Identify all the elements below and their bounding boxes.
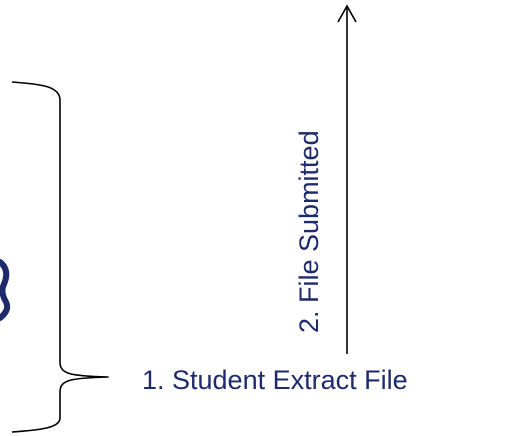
- student-extract-file-label: 1. Student Extract File: [142, 365, 408, 395]
- up-arrow-icon: [337, 4, 357, 354]
- file-submitted-label: 2. File Submitted: [294, 130, 324, 333]
- right-curly-brace-icon: [11, 81, 109, 433]
- cropped-glyph: [0, 259, 11, 321]
